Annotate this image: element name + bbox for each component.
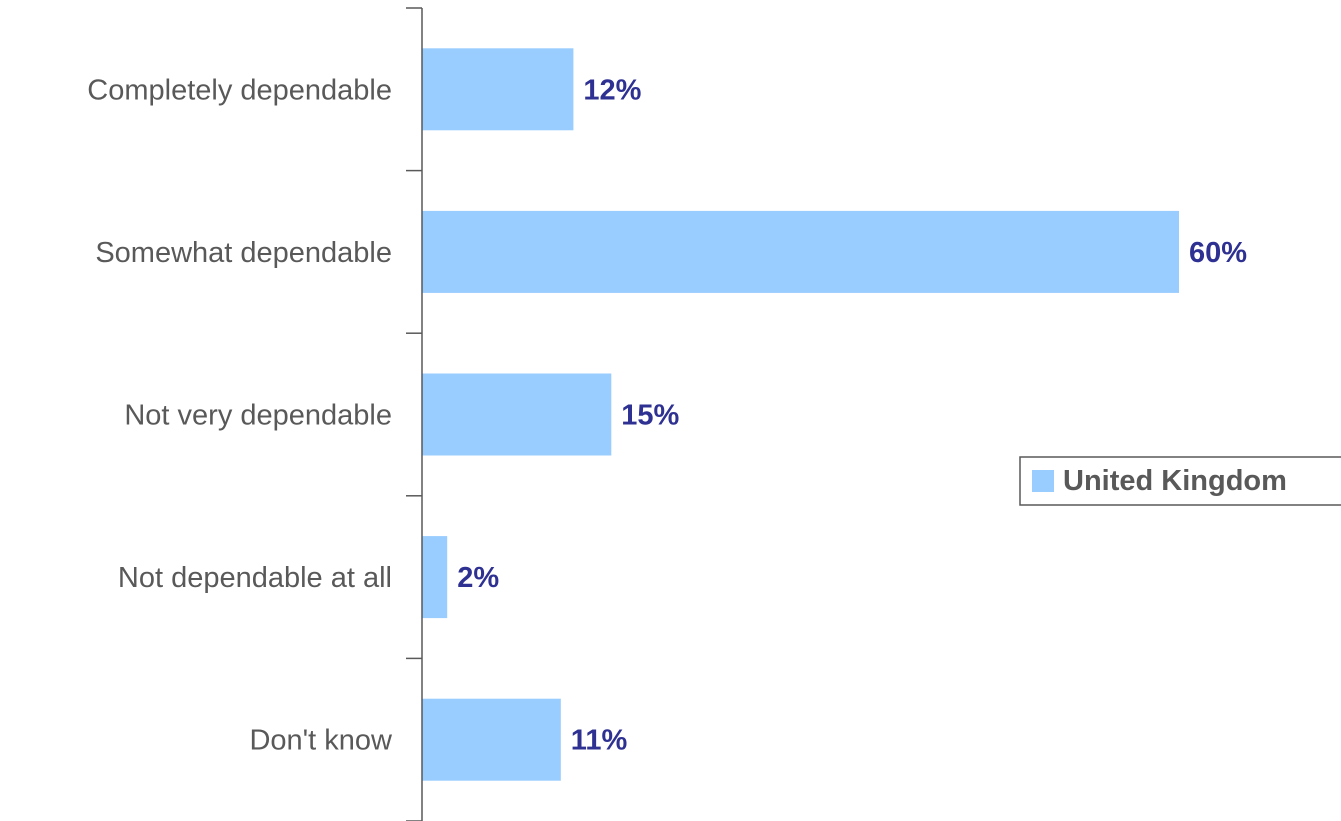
category-label-don-t-know: Don't know [249,725,393,757]
category-label-somewhat-dependable: Somewhat dependable [95,237,392,269]
category-label-completely-dependable: Completely dependable [87,74,392,106]
category-label-not-very-dependable: Not very dependable [124,400,392,432]
legend: United Kingdom [1019,456,1341,506]
bar-don-t-know [422,698,561,781]
bars-layer [422,48,1179,781]
bar-not-dependable-at-all [422,536,448,619]
bar-somewhat-dependable [422,210,1179,293]
bar-not-very-dependable [422,373,612,456]
legend-entry-united-kingdom: United Kingdom [1063,465,1287,497]
data-label-don-t-know: 11% [571,725,628,757]
category-label-not-dependable-at-all: Not dependable at all [118,562,392,594]
data-label-somewhat-dependable: 60% [1189,237,1247,269]
category-axis [406,7,423,821]
bar-completely-dependable [422,48,574,131]
data-label-not-very-dependable: 15% [621,400,679,432]
labels-layer: 12% Completely dependable 60% Somewhat depe… [87,74,1247,756]
data-label-not-dependable-at-all: 2% [457,562,499,594]
data-label-completely-dependable: 12% [583,74,641,106]
legend-box [1019,456,1341,506]
legend-swatch [1032,470,1054,492]
